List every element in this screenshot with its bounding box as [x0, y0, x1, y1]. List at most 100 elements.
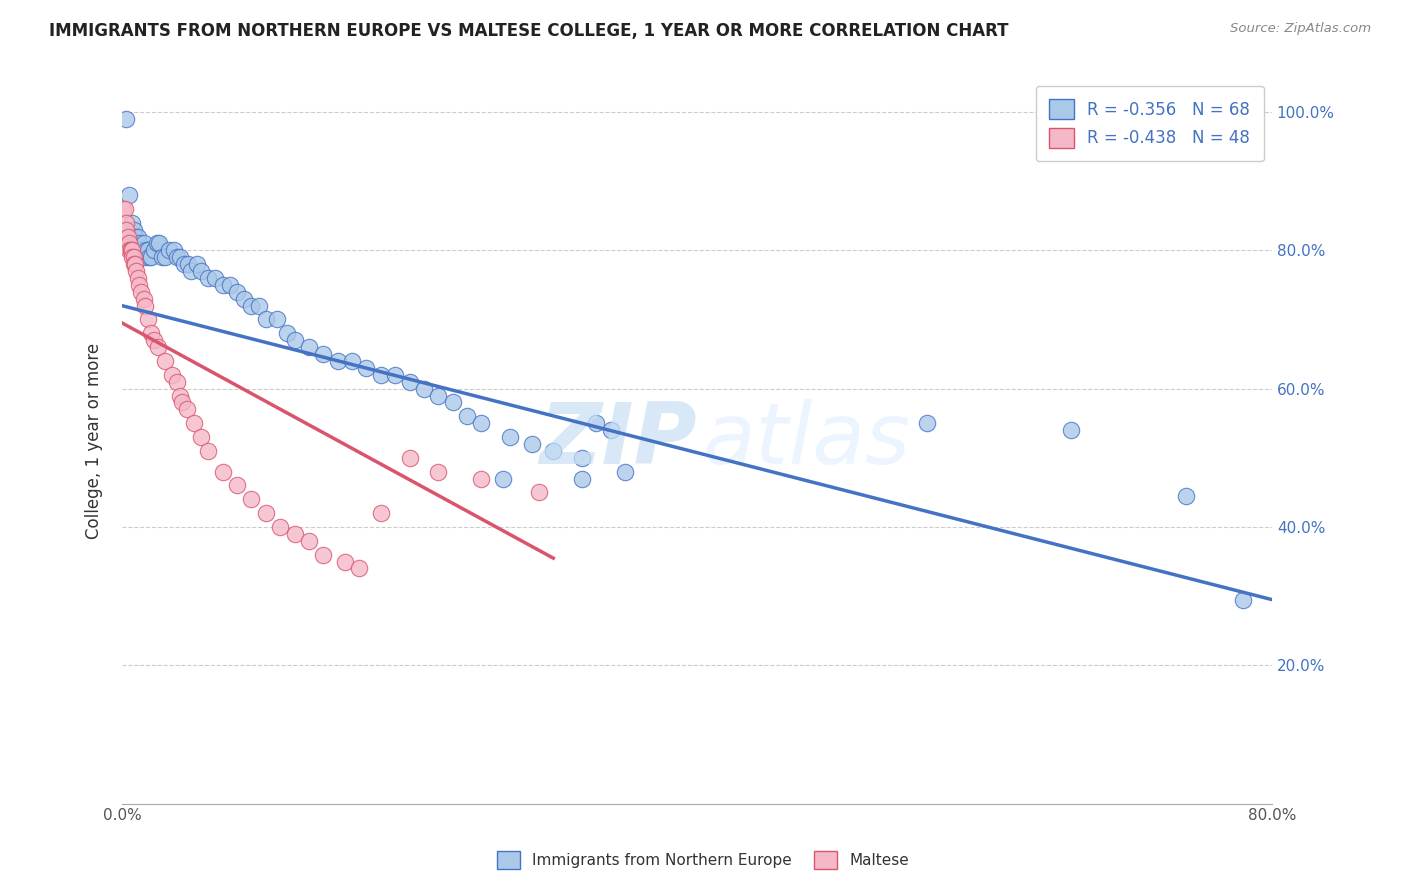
Point	[134, 250, 156, 264]
Point	[915, 416, 938, 430]
Point	[142, 244, 165, 258]
Point	[115, 216, 138, 230]
Point	[166, 250, 188, 264]
Point	[162, 368, 184, 382]
Point	[412, 382, 434, 396]
Point	[148, 236, 170, 251]
Point	[177, 257, 200, 271]
Point	[266, 312, 288, 326]
Point	[127, 271, 149, 285]
Point	[138, 250, 160, 264]
Point	[527, 485, 550, 500]
Point	[132, 292, 155, 306]
Point	[124, 257, 146, 271]
Point	[142, 333, 165, 347]
Point	[118, 188, 141, 202]
Point	[183, 416, 205, 430]
Point	[384, 368, 406, 382]
Point	[333, 555, 356, 569]
Point	[326, 354, 349, 368]
Point	[139, 326, 162, 341]
Point	[226, 285, 249, 299]
Point	[121, 250, 143, 264]
Point	[180, 264, 202, 278]
Point	[197, 443, 219, 458]
Point	[585, 416, 607, 430]
Point	[520, 437, 543, 451]
Point	[211, 465, 233, 479]
Point	[370, 368, 392, 382]
Point	[121, 244, 143, 258]
Point	[441, 395, 464, 409]
Point	[492, 472, 515, 486]
Point	[356, 360, 378, 375]
Point	[571, 472, 593, 486]
Point	[197, 271, 219, 285]
Point	[340, 354, 363, 368]
Text: IMMIGRANTS FROM NORTHERN EUROPE VS MALTESE COLLEGE, 1 YEAR OR MORE CORRELATION C: IMMIGRANTS FROM NORTHERN EUROPE VS MALTE…	[49, 22, 1008, 40]
Point	[204, 271, 226, 285]
Point	[134, 299, 156, 313]
Point	[298, 533, 321, 548]
Point	[121, 216, 143, 230]
Point	[211, 277, 233, 292]
Point	[1174, 489, 1197, 503]
Point	[124, 229, 146, 244]
Point	[169, 388, 191, 402]
Text: atlas: atlas	[703, 399, 911, 482]
Point	[128, 236, 150, 251]
Point	[118, 236, 141, 251]
Point	[115, 222, 138, 236]
Point	[169, 250, 191, 264]
Legend: R = -0.356   N = 68, R = -0.438   N = 48: R = -0.356 N = 68, R = -0.438 N = 48	[1036, 86, 1264, 161]
Point	[247, 299, 270, 313]
Point	[146, 340, 169, 354]
Point	[132, 236, 155, 251]
Point	[190, 264, 212, 278]
Text: ZIP: ZIP	[540, 399, 697, 482]
Point	[427, 388, 450, 402]
Point	[163, 244, 186, 258]
Point	[153, 250, 176, 264]
Point	[614, 465, 637, 479]
Point	[312, 347, 335, 361]
Point	[129, 244, 152, 258]
Point	[347, 561, 370, 575]
Point	[122, 257, 145, 271]
Y-axis label: College, 1 year or more: College, 1 year or more	[86, 343, 103, 539]
Point	[172, 395, 194, 409]
Point	[1232, 592, 1254, 607]
Point	[118, 244, 141, 258]
Point	[254, 506, 277, 520]
Point	[427, 465, 450, 479]
Point	[131, 244, 153, 258]
Point	[599, 423, 621, 437]
Point	[283, 527, 305, 541]
Point	[112, 202, 135, 216]
Point	[153, 354, 176, 368]
Legend: Immigrants from Northern Europe, Maltese: Immigrants from Northern Europe, Maltese	[491, 845, 915, 875]
Point	[122, 250, 145, 264]
Point	[120, 244, 142, 258]
Point	[370, 506, 392, 520]
Text: Source: ZipAtlas.com: Source: ZipAtlas.com	[1230, 22, 1371, 36]
Point	[240, 492, 263, 507]
Point	[276, 326, 298, 341]
Point	[117, 229, 139, 244]
Point	[398, 375, 420, 389]
Point	[499, 430, 522, 444]
Point	[233, 292, 256, 306]
Point	[226, 478, 249, 492]
Point	[135, 244, 157, 258]
Point	[122, 222, 145, 236]
Point	[145, 236, 167, 251]
Point	[470, 416, 492, 430]
Point	[541, 443, 564, 458]
Point	[298, 340, 321, 354]
Point	[125, 264, 148, 278]
Point	[269, 520, 291, 534]
Point	[190, 430, 212, 444]
Point	[120, 244, 142, 258]
Point	[312, 548, 335, 562]
Point	[571, 450, 593, 465]
